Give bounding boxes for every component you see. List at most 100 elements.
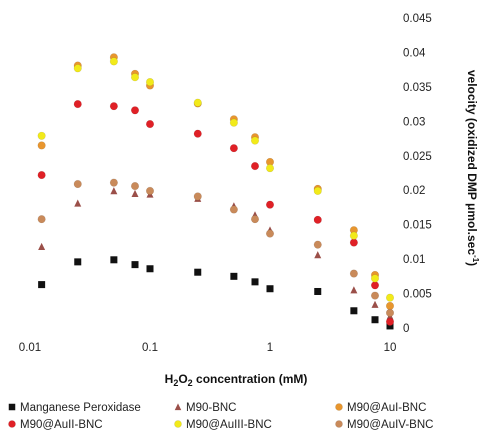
data-point: [145, 77, 155, 87]
data-point: [265, 164, 275, 173]
data-point: [386, 322, 394, 330]
data-point: [194, 268, 202, 276]
axes: 0.01 0.1 1 10 0 0.005 0.01 0.015 0.02 0.025 0.03 0.…: [19, 13, 432, 354]
data-point: [349, 269, 358, 278]
data-point: [371, 300, 379, 308]
data-point: [130, 181, 140, 191]
series-manganese-peroxidase: [38, 256, 394, 330]
y-tick-label: 0.02: [403, 185, 425, 197]
data-point: [313, 240, 322, 249]
legend: Manganese Peroxidase M90-BNC M90@AuI-BNC M9…: [8, 402, 433, 431]
data-point: [313, 186, 322, 196]
data-point: [251, 278, 259, 286]
legend-marker: [174, 420, 182, 428]
data-point: [385, 293, 395, 302]
data-point: [385, 301, 395, 311]
y-tick-label: 0.045: [403, 13, 432, 25]
data-point: [37, 215, 46, 224]
data-point: [229, 205, 238, 214]
data-point: [385, 308, 395, 317]
data-point: [37, 141, 46, 150]
data-point: [37, 170, 46, 180]
series-m90-auii-bnc: [37, 100, 395, 326]
legend-label: Manganese Peroxidase: [20, 402, 141, 414]
legend-item: M90@AuII-BNC: [8, 419, 103, 431]
data-point: [370, 291, 380, 300]
data-point: [131, 189, 139, 197]
x-tick-label: 0.1: [142, 342, 158, 354]
plot-area: [37, 53, 395, 330]
x-axis-title: H2O2 concentration (mM): [165, 372, 308, 388]
legend-marker: [335, 403, 343, 411]
series-m90-auiii-bnc: [37, 57, 395, 302]
data-point: [145, 119, 155, 129]
data-point: [314, 287, 322, 295]
data-point: [38, 281, 46, 289]
data-point: [349, 238, 358, 247]
data-point: [313, 215, 322, 224]
legend-label: M90@AuII-BNC: [20, 419, 103, 431]
data-point: [266, 285, 274, 293]
data-point: [370, 274, 380, 283]
data-point: [265, 229, 275, 238]
y-tick-label: 0: [403, 323, 409, 335]
data-point: [109, 102, 118, 111]
x-tick-label: 1: [267, 342, 273, 354]
series-m90-bnc: [38, 187, 394, 320]
data-point: [37, 131, 46, 140]
data-point: [193, 129, 202, 138]
y-tick-label: 0.025: [403, 151, 432, 163]
legend-marker: [8, 403, 16, 411]
y-tick-label: 0.03: [403, 116, 425, 128]
data-point: [145, 186, 155, 196]
data-point: [131, 261, 139, 269]
data-point: [193, 98, 202, 107]
legend-marker: [8, 420, 16, 428]
data-point: [230, 272, 238, 280]
data-point: [74, 258, 82, 266]
legend-label: M90@AuIII-BNC: [186, 419, 272, 431]
data-point: [130, 106, 140, 115]
x-tick-label: 10: [384, 342, 397, 354]
data-point: [74, 199, 82, 207]
data-point: [350, 286, 358, 294]
data-point: [385, 317, 395, 326]
data-point: [250, 136, 260, 145]
data-point: [38, 242, 46, 251]
data-point: [350, 307, 358, 315]
data-point: [229, 144, 238, 153]
data-point: [73, 179, 82, 189]
x-tick-label: 0.01: [19, 342, 41, 354]
legend-item: M90-BNC: [174, 402, 236, 414]
data-point: [110, 256, 118, 264]
data-point: [73, 100, 82, 109]
data-point: [73, 64, 82, 73]
legend-item: Manganese Peroxidase: [8, 402, 141, 414]
data-point: [349, 231, 358, 240]
y-tick-label: 0.005: [403, 289, 432, 301]
data-point: [265, 200, 275, 209]
legend-marker: [174, 403, 182, 411]
legend-label: M90-BNC: [186, 402, 236, 414]
y-tick-label: 0.04: [403, 47, 426, 59]
series-m90-auiv-bnc: [37, 178, 395, 317]
legend-label: M90@AuIV-BNC: [347, 419, 433, 431]
legend-marker: [335, 420, 343, 428]
y-tick-label: 0.035: [403, 82, 432, 94]
y-tick-label: 0.015: [403, 220, 432, 232]
data-point: [193, 192, 202, 201]
data-point: [370, 281, 380, 290]
data-point: [109, 178, 118, 187]
data-point: [109, 57, 118, 66]
legend-item: M90@AuIV-BNC: [335, 419, 433, 431]
y-axis-title: velocity (oxidized DMP μmol.sec-1): [465, 70, 479, 266]
data-point: [130, 73, 140, 82]
data-point: [146, 265, 154, 273]
data-point: [371, 316, 379, 324]
data-point: [110, 187, 118, 195]
data-point: [229, 118, 238, 127]
legend-item: M90@AuI-BNC: [335, 402, 426, 414]
data-point: [250, 215, 260, 224]
legend-item: M90@AuIII-BNC: [174, 419, 272, 431]
